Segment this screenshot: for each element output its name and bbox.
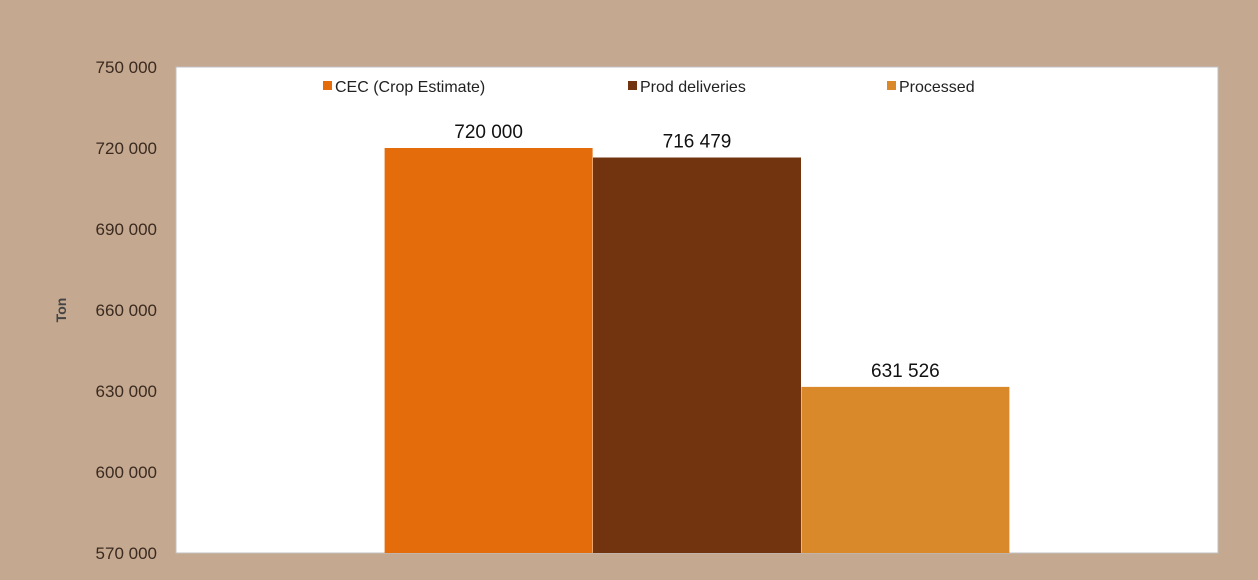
legend-label: Processed <box>899 79 975 96</box>
bar-value-label: 720 000 <box>454 122 523 143</box>
bar-value-label: 716 479 <box>663 132 732 153</box>
y-tick-label: 660 000 <box>96 301 157 320</box>
legend-swatch <box>323 81 332 90</box>
y-tick-label: 600 000 <box>96 463 157 482</box>
bar-2 <box>593 157 801 553</box>
legend-label: CEC (Crop Estimate) <box>335 79 485 96</box>
y-tick-label: 750 000 <box>96 58 157 77</box>
legend-swatch <box>628 81 637 90</box>
y-tick-label: 690 000 <box>96 220 157 239</box>
y-tick-label: 630 000 <box>96 382 157 401</box>
bar-3 <box>801 386 1010 553</box>
y-tick-label: 570 000 <box>96 544 157 563</box>
y-axis-title: Ton <box>53 298 69 323</box>
legend-label: Prod deliveries <box>640 79 746 96</box>
bar-1 <box>384 148 593 553</box>
legend-swatch <box>887 81 896 90</box>
bar-value-label: 631 526 <box>871 361 940 382</box>
y-tick-label: 720 000 <box>96 139 157 158</box>
